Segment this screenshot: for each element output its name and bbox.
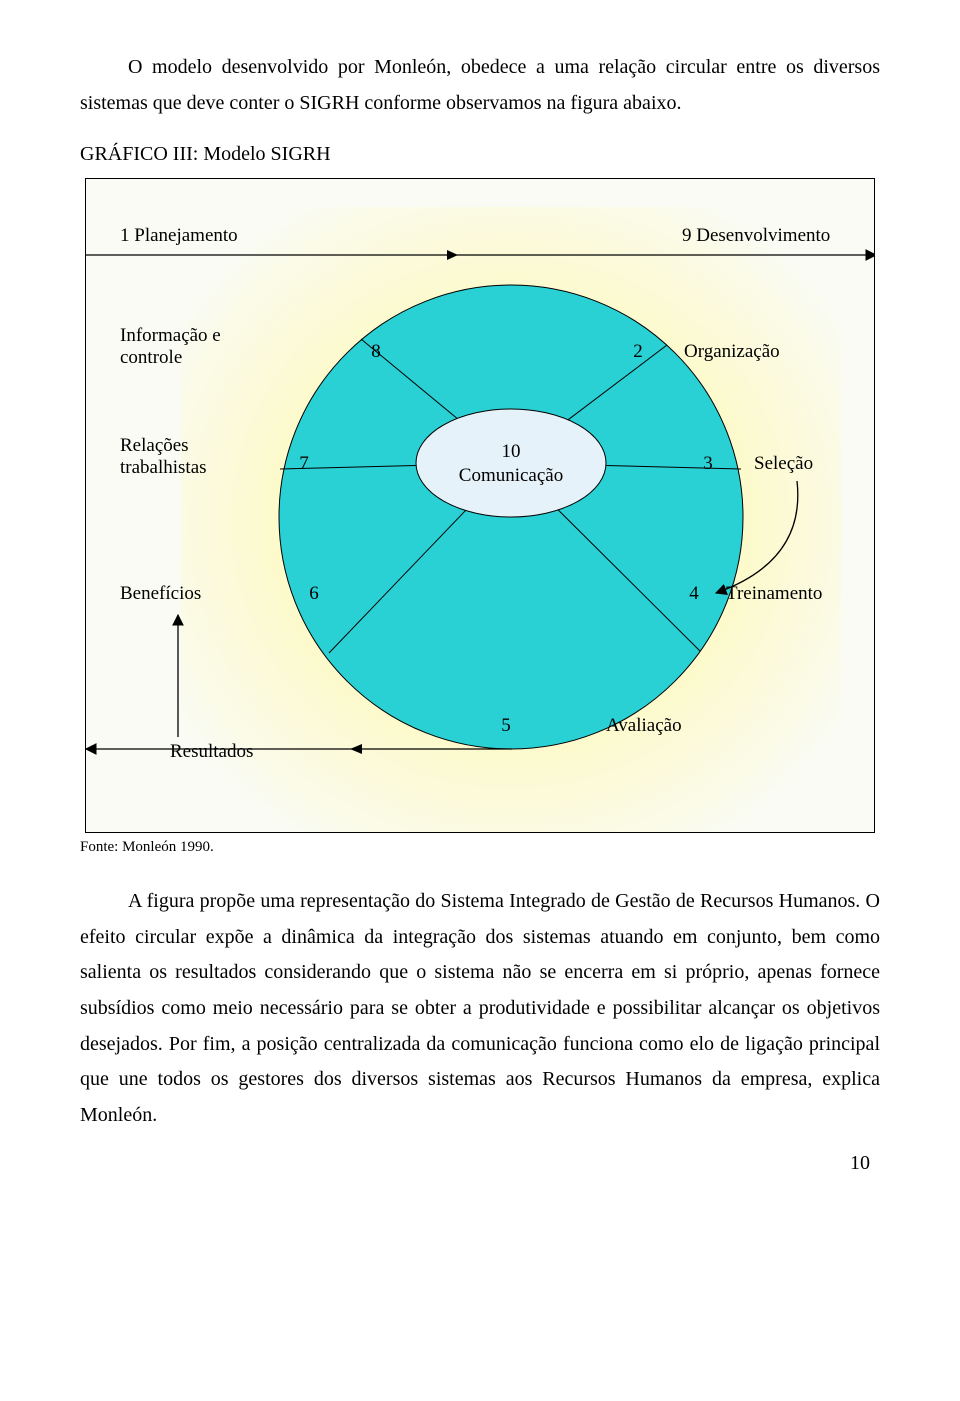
- svg-text:Benefícios: Benefícios: [120, 583, 201, 604]
- svg-text:7: 7: [299, 453, 309, 474]
- svg-text:trabalhistas: trabalhistas: [120, 457, 207, 478]
- svg-text:Treinamento: Treinamento: [726, 583, 822, 604]
- svg-text:Relações: Relações: [120, 435, 189, 456]
- svg-text:10: 10: [502, 441, 521, 462]
- svg-text:Seleção: Seleção: [754, 453, 813, 474]
- svg-text:6: 6: [309, 583, 319, 604]
- diagram-svg: 10 Comunicação 8 2 7 3 6 4 5 1 Planejamento 9 Dese…: [86, 179, 875, 833]
- svg-text:2: 2: [633, 341, 643, 362]
- diagram-source: Fonte: Monleón 1990.: [80, 839, 880, 856]
- svg-text:Informação e: Informação e: [120, 325, 221, 346]
- svg-text:1 Planejamento: 1 Planejamento: [120, 225, 238, 246]
- svg-text:Resultados: Resultados: [170, 741, 253, 762]
- svg-text:4: 4: [689, 583, 699, 604]
- svg-text:8: 8: [371, 341, 381, 362]
- svg-text:3: 3: [703, 453, 713, 474]
- svg-text:5: 5: [501, 715, 511, 736]
- svg-text:Comunicação: Comunicação: [459, 465, 563, 486]
- intro-paragraph: O modelo desenvolvido por Monleón, obede…: [80, 50, 880, 121]
- sigrh-diagram: 10 Comunicação 8 2 7 3 6 4 5 1 Planejamento 9 Dese…: [85, 178, 875, 833]
- svg-text:9 Desenvolvimento: 9 Desenvolvimento: [682, 225, 830, 246]
- chart-title: GRÁFICO III: Modelo SIGRH: [80, 143, 880, 166]
- svg-text:controle: controle: [120, 347, 182, 368]
- svg-text:Avaliação: Avaliação: [606, 715, 682, 736]
- svg-text:Organização: Organização: [684, 341, 780, 362]
- explanation-paragraph: A figura propõe uma representação do Sis…: [80, 884, 880, 1133]
- page-number: 10: [850, 1152, 870, 1175]
